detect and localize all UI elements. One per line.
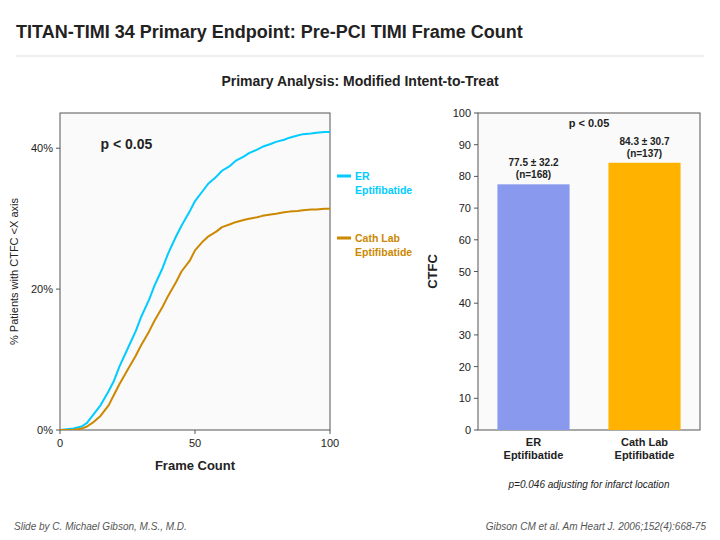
plot-frame <box>60 113 330 430</box>
y-tick-label: 20% <box>31 283 53 295</box>
bars <box>497 163 680 430</box>
legend-swatch <box>337 237 351 240</box>
y-tick <box>474 334 478 335</box>
lines <box>60 132 330 430</box>
y-tick-label: 20 <box>459 361 471 373</box>
y-tick-label: 0 <box>465 424 471 436</box>
plot-frame <box>478 113 700 430</box>
category-label: EREptifibatide <box>504 436 564 461</box>
y-tick-label: 40% <box>31 142 53 154</box>
footer: Gibson CM et al. Am Heart J. 2006;152(4)… <box>486 521 707 532</box>
legend-entry: EREptifibatide <box>355 170 412 196</box>
y-tick <box>474 144 478 145</box>
p-value: p < 0.05 <box>569 117 610 129</box>
y-tick-label: 100 <box>453 107 471 119</box>
x-axis-label: Frame Count <box>155 458 236 473</box>
y-tick-label: 0% <box>37 424 53 436</box>
x-tick-label: 50 <box>189 437 201 449</box>
y-tick <box>474 176 478 177</box>
data-label: 84.3 ± 30.7(n=137) <box>620 136 670 159</box>
title-rule <box>16 56 704 57</box>
data-label: 77.5 ± 32.2(n=168) <box>509 157 559 180</box>
legend-swatch <box>337 175 351 178</box>
x-tick-label: 0 <box>57 437 63 449</box>
y-tick-label: 70 <box>459 202 471 214</box>
footer: Slide by C. Michael Gibson, M.S., M.D. <box>14 521 187 532</box>
x-tick <box>60 430 61 434</box>
category-label: Cath LabEptifibatide <box>615 436 675 461</box>
y-tick-label: 50 <box>459 266 471 278</box>
y-tick-label: 40 <box>459 297 471 309</box>
y-tick <box>474 430 478 431</box>
y-tick-label: 60 <box>459 234 471 246</box>
y-axis-label: CTFC <box>425 254 440 289</box>
note: p=0.046 adjusting for infarct location <box>508 479 670 490</box>
y-tick <box>474 113 478 114</box>
title: TITAN-TIMI 34 Primary Endpoint: Pre-PCI … <box>16 22 523 42</box>
legend: EREptifibatide Cath LabEptifibatide <box>337 170 412 258</box>
y-axis-label: % Patients with CTFC <X axis <box>8 197 20 345</box>
y-tick <box>474 239 478 240</box>
bar <box>497 184 569 430</box>
y-tick <box>474 208 478 209</box>
chart-svg: TITAN-TIMI 34 Primary Endpoint: Pre-PCI … <box>0 0 720 540</box>
y-tick <box>474 398 478 399</box>
bar-panel: 0 10 20 30 40 50 60 70 80 90 100 CTFC EREptifibatide… <box>425 107 700 461</box>
x-tick-label: 100 <box>321 437 339 449</box>
y-tick-label: 90 <box>459 139 471 151</box>
x-tick <box>330 430 331 434</box>
y-tick <box>56 289 60 290</box>
y-tick <box>56 430 60 431</box>
cdf-line <box>60 132 330 430</box>
bar <box>608 163 680 430</box>
line-panel: 0 50 100 0% 20% 40% Frame Count % Patients with… <box>8 113 339 473</box>
x-tick <box>195 430 196 434</box>
y-tick <box>474 303 478 304</box>
legend-entry: Cath LabEptifibatide <box>355 232 412 258</box>
cdf-line <box>60 209 330 430</box>
y-tick-label: 80 <box>459 170 471 182</box>
p-value: p < 0.05 <box>101 136 153 152</box>
y-tick <box>56 148 60 149</box>
subtitle: Primary Analysis: Modified Intent-to-Tre… <box>221 73 499 89</box>
y-tick <box>474 271 478 272</box>
y-tick-label: 30 <box>459 329 471 341</box>
y-tick-label: 10 <box>459 392 471 404</box>
y-tick <box>474 366 478 367</box>
